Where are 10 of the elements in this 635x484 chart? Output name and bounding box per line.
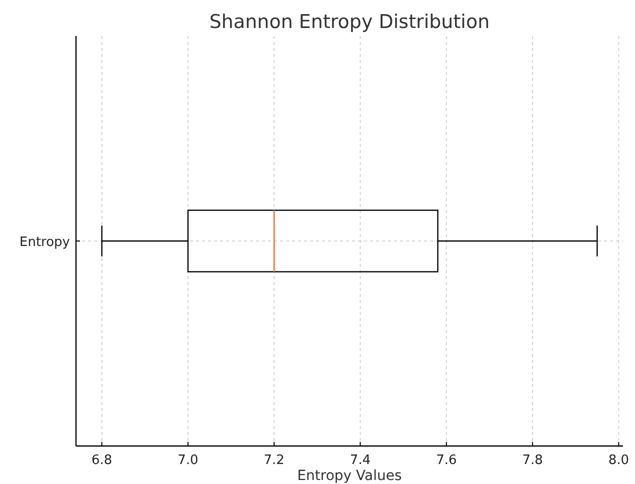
x-axis-title: Entropy Values — [297, 468, 402, 484]
x-tick-label: 7.8 — [522, 453, 543, 468]
chart-title: Shannon Entropy Distribution — [209, 11, 490, 33]
y-tick-label: Entropy — [19, 235, 70, 250]
x-tick-label: 7.2 — [264, 453, 284, 468]
x-tick-label: 6.8 — [92, 453, 112, 468]
x-tick-label: 7.4 — [350, 453, 371, 468]
x-tick-label: 7.6 — [436, 453, 457, 468]
x-tick-label: 8.0 — [608, 453, 630, 468]
x-tick-label: 7.0 — [178, 453, 198, 468]
